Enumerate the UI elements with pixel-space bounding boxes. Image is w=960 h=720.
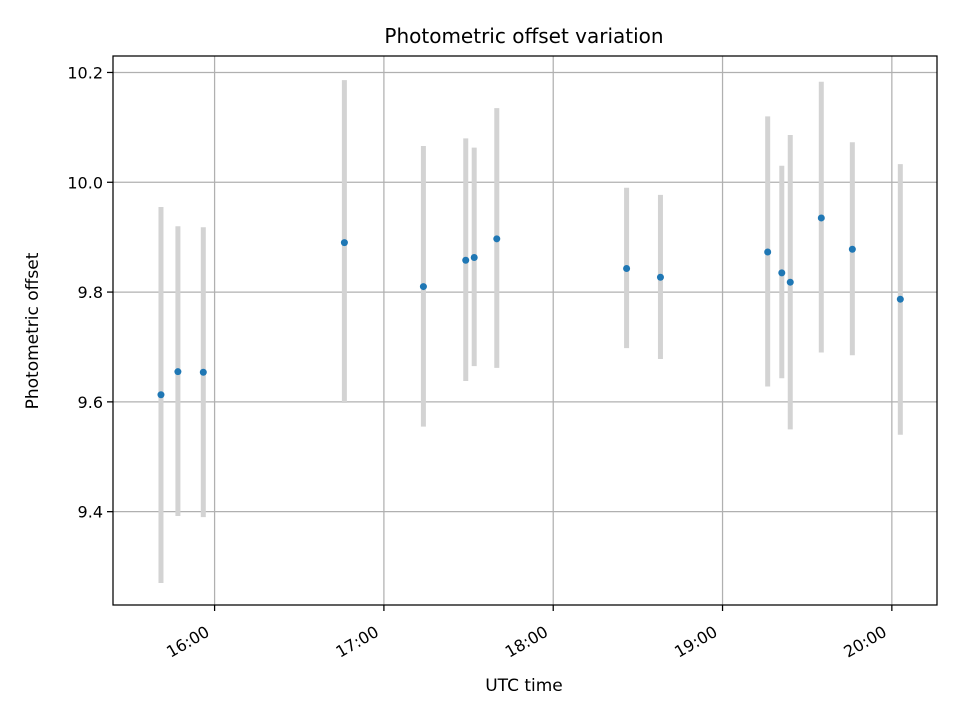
- x-tick-label: 17:00: [332, 622, 381, 662]
- data-point: [174, 368, 182, 376]
- data-point: [462, 256, 470, 264]
- data-point: [623, 264, 631, 272]
- y-tick-label: 10.0: [67, 173, 103, 192]
- x-axis-ticks: 16:00 17:00 18:00 19:00 20:00: [163, 605, 893, 662]
- x-tick-label: 16:00: [163, 622, 212, 662]
- data-point: [470, 253, 478, 261]
- data-point: [778, 269, 786, 277]
- data-point: [419, 283, 427, 291]
- data-point: [848, 245, 856, 253]
- data-point: [896, 295, 904, 303]
- y-tick-label: 9.6: [78, 393, 103, 412]
- x-tick-label: 20:00: [840, 622, 889, 662]
- data-point: [656, 273, 664, 281]
- data-point: [764, 248, 772, 256]
- error-bars: [158, 80, 903, 584]
- data-points: [157, 214, 904, 399]
- chart-title: Photometric offset variation: [384, 24, 663, 48]
- y-tick-label: 10.2: [67, 63, 103, 82]
- data-point: [786, 278, 794, 286]
- plot-area-frame: [112, 55, 938, 606]
- y-tick-label: 9.4: [78, 503, 103, 522]
- y-axis-title: Photometric offset: [23, 252, 43, 409]
- data-point: [157, 391, 165, 399]
- y-tick-label: 9.8: [78, 283, 103, 302]
- data-point: [817, 214, 825, 222]
- x-axis-title: UTC time: [485, 676, 563, 696]
- x-tick-label: 19:00: [671, 622, 720, 662]
- data-point: [493, 235, 501, 243]
- x-tick-label: 18:00: [502, 622, 551, 662]
- grid-lines: [113, 56, 937, 605]
- data-point: [199, 368, 207, 376]
- data-point: [340, 239, 348, 247]
- y-axis-ticks: 9.4 9.6 9.8 10.0 10.2: [67, 63, 113, 522]
